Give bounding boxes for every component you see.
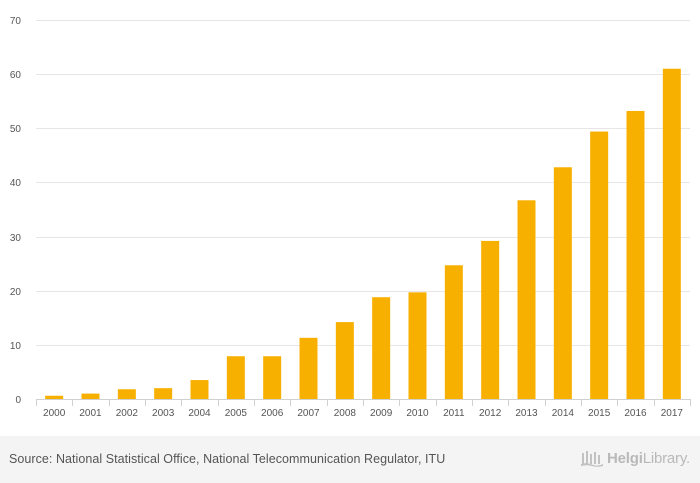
x-tick-label: 2015 [588, 408, 611, 419]
x-tick-label: 2017 [661, 408, 684, 419]
bar-2000[interactable] [45, 395, 64, 399]
bar-2009[interactable] [372, 297, 391, 399]
x-tick-label: 2008 [334, 408, 357, 419]
y-tick-label: 60 [10, 70, 22, 81]
bar-2004[interactable] [190, 380, 209, 399]
brand-name-light: Library. [642, 449, 691, 467]
bar-chart-svg: 0 10 20 30 40 50 60 70 2000 2001 2002 2003 2004 2005… [10, 16, 691, 419]
y-tick-label: 20 [10, 287, 22, 298]
bar-2013[interactable] [517, 200, 536, 399]
bar-2006[interactable] [263, 356, 282, 399]
x-axis-tick-labels: 2000 2001 2002 2003 2004 2005 2006 2007 2008 2009… [43, 408, 683, 419]
bar-2005[interactable] [226, 356, 245, 399]
chart-footer: Source: National Statistical Office, Nat… [0, 436, 700, 483]
bar-2015[interactable] [590, 131, 609, 399]
bar-2001[interactable] [81, 393, 100, 399]
y-tick-label: 40 [10, 178, 22, 189]
y-tick-label: 30 [10, 233, 22, 244]
x-tick-label: 2013 [515, 408, 538, 419]
x-tick-label: 2009 [370, 408, 393, 419]
x-tick-label: 2000 [43, 408, 66, 419]
bars [45, 68, 681, 400]
y-tick-label: 50 [10, 124, 22, 135]
gridlines [36, 20, 690, 346]
bar-2010[interactable] [408, 292, 427, 399]
helgi-library-logo-icon [581, 451, 603, 467]
x-tick-label: 2001 [79, 408, 102, 419]
y-tick-label: 70 [10, 16, 22, 27]
x-tick-label: 2012 [479, 408, 502, 419]
bar-2012[interactable] [481, 240, 500, 399]
bar-2016[interactable] [626, 110, 645, 400]
bar-2007[interactable] [299, 337, 318, 399]
y-axis-tick-labels: 0 10 20 30 40 50 60 70 [10, 16, 22, 406]
brand-name-bold: Helgi [607, 449, 643, 467]
x-tick-label: 2003 [152, 408, 175, 419]
x-tick-label: 2005 [225, 408, 248, 419]
source-note: Source: National Statistical Office, Nat… [9, 452, 446, 466]
x-tick-label: 2014 [552, 408, 575, 419]
bar-2002[interactable] [117, 389, 136, 399]
bar-2003[interactable] [154, 388, 173, 399]
bar-2014[interactable] [553, 167, 572, 399]
x-axis [36, 399, 691, 406]
y-tick-label: 0 [15, 395, 21, 406]
x-tick-label: 2007 [297, 408, 320, 419]
bar-2011[interactable] [444, 265, 463, 399]
bar-2008[interactable] [335, 322, 354, 399]
x-tick-label: 2016 [624, 408, 647, 419]
x-tick-label: 2002 [116, 408, 139, 419]
bar-2017[interactable] [662, 68, 681, 399]
x-tick-label: 2004 [188, 408, 211, 419]
x-tick-label: 2006 [261, 408, 284, 419]
x-tick-label: 2010 [406, 408, 429, 419]
brand-name: HelgiLibrary. [607, 450, 690, 467]
y-tick-label: 10 [10, 341, 22, 352]
x-tick-label: 2011 [443, 408, 465, 419]
brand-logo[interactable]: HelgiLibrary. [581, 448, 690, 468]
